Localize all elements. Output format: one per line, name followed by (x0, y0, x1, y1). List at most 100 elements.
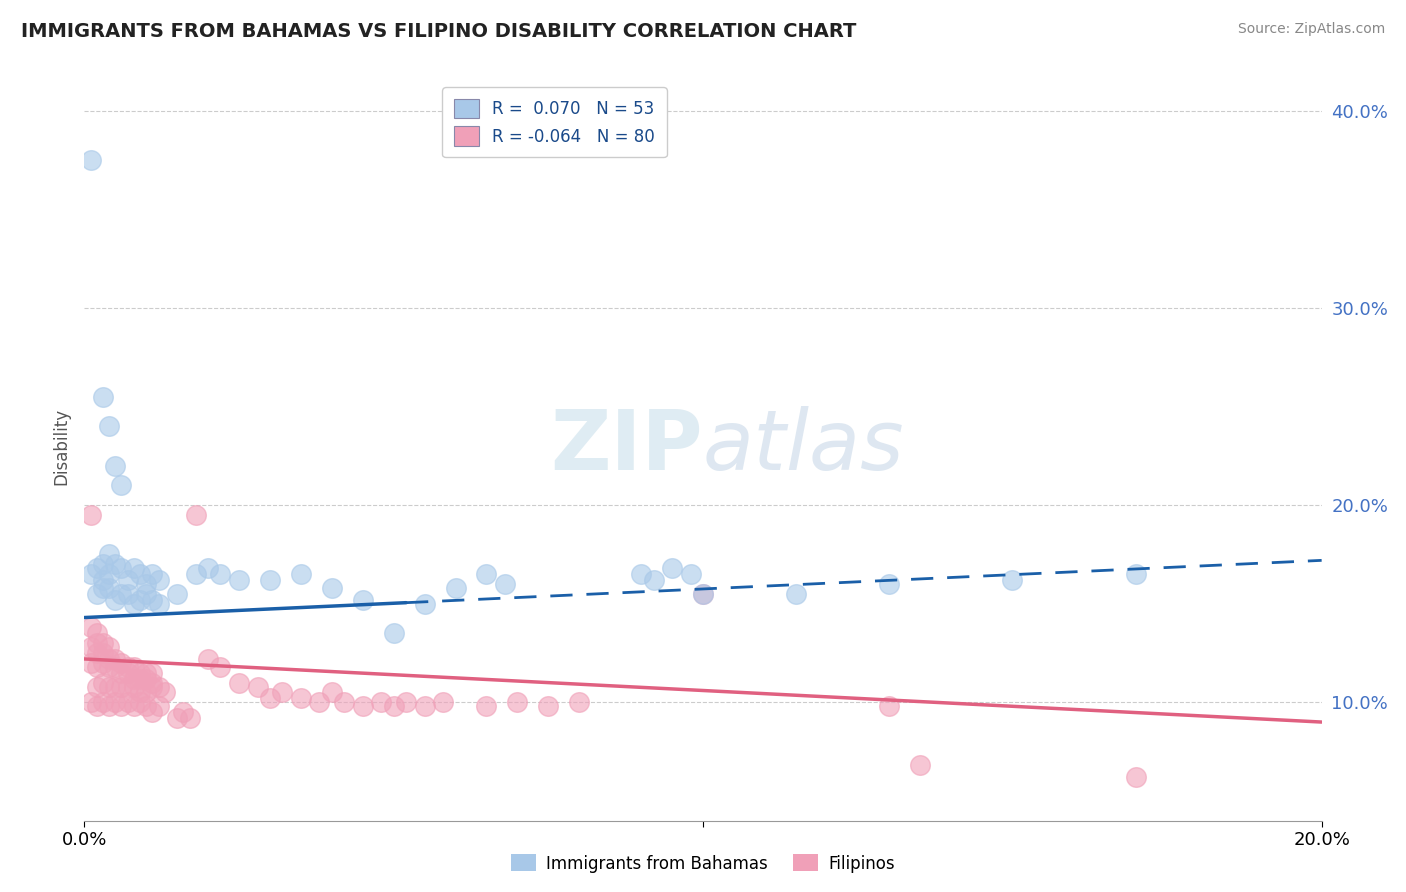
Point (432, 695, 454, 709)
Point (91, 656, 114, 670)
Point (110, 587, 132, 601)
Point (630, 567, 652, 582)
Point (153, 685, 176, 699)
Point (110, 680, 132, 694)
Point (246, 680, 269, 694)
Point (98, 652, 121, 666)
Point (679, 567, 702, 582)
Point (104, 592, 127, 607)
Point (166, 711, 188, 725)
Text: Source: ZipAtlas.com: Source: ZipAtlas.com (1237, 22, 1385, 37)
Point (537, 699, 560, 714)
Text: ZIP: ZIP (551, 406, 703, 486)
Point (1125, 770, 1147, 784)
Point (321, 581, 343, 595)
Point (86, 660, 108, 674)
Point (117, 573, 139, 587)
Point (135, 577, 157, 591)
Point (104, 660, 127, 674)
Point (135, 672, 157, 686)
Point (86, 680, 108, 694)
Point (352, 592, 374, 607)
Point (166, 587, 188, 601)
Point (643, 573, 665, 587)
Point (135, 665, 157, 680)
Point (141, 675, 163, 690)
Point (179, 711, 201, 725)
Point (79, 695, 101, 709)
Point (382, 626, 405, 640)
Point (197, 561, 219, 575)
Point (209, 567, 232, 582)
Point (135, 587, 157, 601)
Point (98, 699, 121, 714)
Point (395, 695, 418, 709)
Point (110, 656, 132, 670)
Point (122, 672, 145, 686)
Point (129, 685, 152, 699)
Y-axis label: Disability: Disability (52, 408, 70, 484)
Point (413, 699, 436, 714)
Point (506, 695, 529, 709)
Point (148, 597, 170, 611)
Point (122, 660, 145, 674)
Point (692, 587, 714, 601)
Point (110, 699, 132, 714)
Legend: Immigrants from Bahamas, Filipinos: Immigrants from Bahamas, Filipinos (505, 847, 901, 880)
Point (98, 548, 121, 562)
Point (184, 567, 207, 582)
Point (122, 699, 145, 714)
Point (117, 660, 139, 674)
Point (98, 680, 121, 694)
Point (86, 626, 108, 640)
Point (91, 558, 114, 572)
Point (148, 699, 170, 714)
Point (129, 695, 152, 709)
Text: IMMIGRANTS FROM BAHAMAS VS FILIPINO DISABILITY CORRELATION CHART: IMMIGRANTS FROM BAHAMAS VS FILIPINO DISA… (21, 22, 856, 41)
Point (110, 665, 132, 680)
Point (79, 567, 101, 582)
Legend: R =  0.070   N = 53, R = -0.064   N = 80: R = 0.070 N = 53, R = -0.064 N = 80 (443, 87, 666, 157)
Point (877, 577, 900, 591)
Point (259, 573, 281, 587)
Point (117, 695, 139, 709)
Point (86, 646, 108, 660)
Point (184, 508, 207, 522)
Point (290, 567, 312, 582)
Point (91, 646, 114, 660)
Point (413, 597, 436, 611)
Point (494, 577, 516, 591)
Point (290, 691, 312, 706)
Point (271, 685, 294, 699)
Point (141, 665, 163, 680)
Point (661, 561, 683, 575)
Point (141, 567, 163, 582)
Point (228, 573, 250, 587)
Point (86, 636, 108, 650)
Point (370, 695, 392, 709)
Point (79, 153, 101, 167)
Point (79, 640, 101, 654)
Point (444, 581, 467, 595)
Point (1001, 573, 1024, 587)
Point (117, 587, 139, 601)
Point (86, 561, 108, 575)
Point (91, 573, 114, 587)
Point (117, 665, 139, 680)
Point (785, 587, 807, 601)
Point (129, 567, 152, 582)
Point (475, 567, 498, 582)
Point (141, 680, 163, 694)
Point (908, 758, 931, 772)
Point (91, 695, 114, 709)
Point (104, 458, 127, 473)
Point (308, 695, 330, 709)
Point (148, 680, 170, 694)
Point (141, 592, 163, 607)
Point (135, 685, 157, 699)
Point (86, 587, 108, 601)
Point (104, 680, 127, 694)
Point (135, 699, 157, 714)
Point (110, 561, 132, 575)
Point (91, 390, 114, 404)
